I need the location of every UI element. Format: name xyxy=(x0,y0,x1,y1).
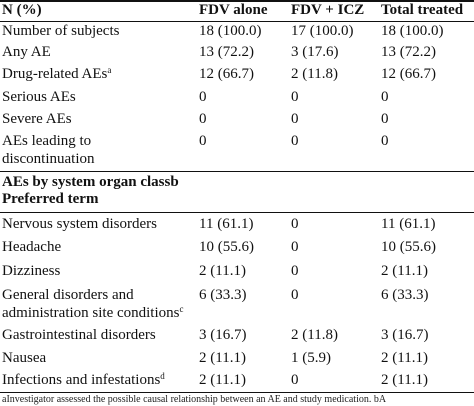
row-total: 10 (55.6) xyxy=(381,239,436,255)
row-label: Headache xyxy=(2,239,62,255)
row-fdv-icz: 0 xyxy=(291,287,299,303)
row-label: Gastrointestinal disorders xyxy=(2,327,156,343)
top-rule xyxy=(0,0,474,2)
row-fdv-alone: 18 (100.0) xyxy=(199,23,262,39)
row-total: 0 xyxy=(381,133,389,149)
row-label: Number of subjects xyxy=(2,23,120,39)
row-label: Infections and infestationsd xyxy=(2,371,165,389)
section-subrule xyxy=(0,212,474,213)
row-fdv-icz: 0 xyxy=(291,89,299,105)
bottom-rule xyxy=(0,392,474,393)
row-fdv-alone: 0 xyxy=(199,89,207,105)
row-total: 6 (33.3) xyxy=(381,287,429,303)
footnote-marker: a xyxy=(107,65,112,75)
section-rule xyxy=(0,171,474,172)
row-fdv-icz: 0 xyxy=(291,372,299,388)
row-label: Any AE xyxy=(2,44,51,60)
table-footnote: aInvestigator assessed the possible caus… xyxy=(2,394,387,405)
header-n-percent: N (%) xyxy=(2,2,42,18)
row-fdv-icz: 0 xyxy=(291,263,299,279)
row-label: General disorders and administration sit… xyxy=(2,287,184,321)
row-total: 12 (66.7) xyxy=(381,66,436,82)
header-rule xyxy=(0,21,474,22)
row-fdv-alone: 13 (72.2) xyxy=(199,44,254,60)
row-fdv-icz: 0 xyxy=(291,133,299,149)
row-fdv-icz: 0 xyxy=(291,111,299,127)
row-fdv-alone: 11 (61.1) xyxy=(199,216,254,232)
section-subtitle: Preferred term xyxy=(2,191,99,207)
row-fdv-alone: 6 (33.3) xyxy=(199,287,247,303)
row-fdv-alone: 10 (55.6) xyxy=(199,239,254,255)
row-fdv-alone: 2 (11.1) xyxy=(199,372,246,388)
row-total: 0 xyxy=(381,89,389,105)
row-label: Nervous system disorders xyxy=(2,216,157,232)
section-title: AEs by system organ classb xyxy=(2,174,179,190)
row-total: 18 (100.0) xyxy=(381,23,444,39)
row-total: 11 (61.1) xyxy=(381,216,436,232)
row-label: Nausea xyxy=(2,350,47,366)
row-fdv-icz: 3 (17.6) xyxy=(291,44,339,60)
row-total: 2 (11.1) xyxy=(381,350,428,366)
row-fdv-icz: 1 (5.9) xyxy=(291,350,331,366)
row-fdv-alone: 3 (16.7) xyxy=(199,327,247,343)
row-label: Serious AEs xyxy=(2,89,76,105)
header-total-treated: Total treated xyxy=(381,2,464,18)
row-fdv-alone: 0 xyxy=(199,111,207,127)
row-fdv-icz: 2 (11.8) xyxy=(291,66,338,82)
row-total: 13 (72.2) xyxy=(381,44,436,60)
row-label: AEs leading to discontinuation xyxy=(2,133,95,167)
row-total: 3 (16.7) xyxy=(381,327,429,343)
row-fdv-alone: 0 xyxy=(199,133,207,149)
row-label: Severe AEs xyxy=(2,111,72,127)
row-fdv-alone: 12 (66.7) xyxy=(199,66,254,82)
row-fdv-alone: 2 (11.1) xyxy=(199,263,246,279)
row-fdv-icz: 17 (100.0) xyxy=(291,23,354,39)
row-fdv-icz: 2 (11.8) xyxy=(291,327,338,343)
row-total: 2 (11.1) xyxy=(381,372,428,388)
header-fdv-alone: FDV alone xyxy=(199,2,268,18)
header-fdv-icz: FDV + ICZ xyxy=(291,2,365,18)
row-total: 2 (11.1) xyxy=(381,263,428,279)
row-label: Dizziness xyxy=(2,263,61,279)
row-fdv-icz: 0 xyxy=(291,216,299,232)
footnote-marker: c xyxy=(179,304,184,314)
footnote-marker: d xyxy=(160,371,165,381)
row-fdv-alone: 2 (11.1) xyxy=(199,350,246,366)
row-total: 0 xyxy=(381,111,389,127)
row-fdv-icz: 0 xyxy=(291,239,299,255)
row-label: Drug-related AEsa xyxy=(2,65,112,83)
